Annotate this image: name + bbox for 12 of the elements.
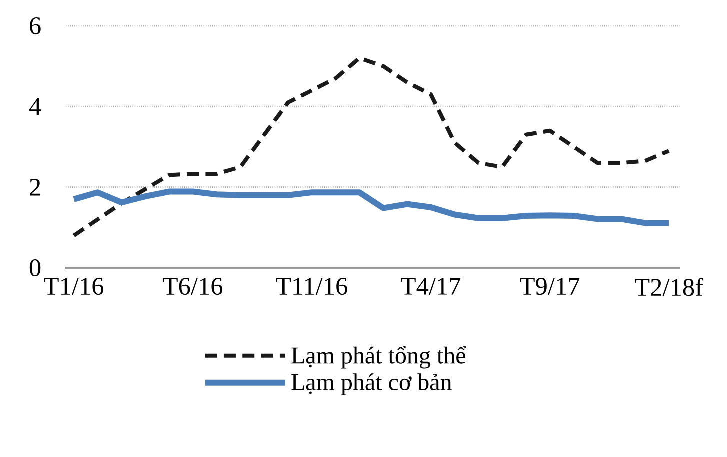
y-tick-label: 6 <box>30 17 41 35</box>
y-tick-label: 4 <box>29 98 42 116</box>
x-tick-label: T1/16 <box>44 278 104 296</box>
x-tick-label: T6/16 <box>163 278 223 296</box>
x-tick-label: T11/16 <box>276 278 348 296</box>
x-tick-label: T9/17 <box>520 278 580 296</box>
legend-label: Lạm phát tổng thể <box>292 346 466 369</box>
x-tick-label: T4/17 <box>401 278 461 296</box>
y-tick-label: 0 <box>30 259 41 277</box>
x-tick-label: T2/18f <box>635 278 704 296</box>
y-tick-label: 2 <box>30 178 40 196</box>
legend-label: Lạm phát cơ bản <box>292 374 452 396</box>
